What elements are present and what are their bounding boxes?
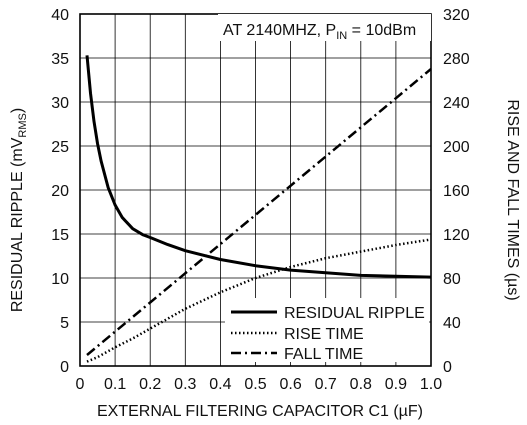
x-tick-label: 0.9 <box>385 376 407 393</box>
annotation: AT 2140MHZ, PIN = 10dBm <box>223 22 416 42</box>
y-right-tick-label: 160 <box>443 183 470 200</box>
grid <box>80 14 431 366</box>
x-tick-label: 0.8 <box>350 376 372 393</box>
y-left-tick-label: 5 <box>60 315 69 332</box>
y-right-tick-labels: 0 40 80 120 160 200 240 280 320 <box>443 7 470 376</box>
x-axis-label: EXTERNAL FILTERING CAPACITOR C1 (µF) <box>97 403 423 420</box>
y-left-tick-label: 30 <box>51 95 69 112</box>
annotation-sub: IN <box>336 30 347 42</box>
y-right-tick-label: 280 <box>443 51 470 68</box>
x-tick-label: 0.6 <box>279 376 301 393</box>
y-right-axis-label: RISE AND FALL TIMES (µs) <box>504 99 521 300</box>
annotation-tail: = 10dBm <box>347 22 416 39</box>
y-right-tick-label: 80 <box>443 271 461 288</box>
y-left-tick-label: 20 <box>51 183 69 200</box>
y-left-axis-label: RESIDUAL RIPPLE (mVRMS) <box>9 108 29 312</box>
y-right-tick-label: 120 <box>443 227 470 244</box>
y-left-tick-label: 25 <box>51 139 69 156</box>
y-right-tick-label: 40 <box>443 315 461 332</box>
y-left-axis-label-end: ) <box>9 108 26 113</box>
legend-label-residual-ripple: RESIDUAL RIPPLE <box>284 305 425 322</box>
y-left-tick-label: 0 <box>60 359 69 376</box>
x-tick-label: 0.1 <box>104 376 126 393</box>
x-tick-label: 0.7 <box>315 376 337 393</box>
y-left-tick-label: 10 <box>51 271 69 288</box>
x-tick-label: 1.0 <box>420 376 442 393</box>
y-left-tick-label: 35 <box>51 51 69 68</box>
y-left-axis-label-sub: RMS <box>17 113 29 137</box>
y-right-tick-label: 0 <box>443 359 452 376</box>
x-tick-labels: 0 0.1 0.2 0.3 0.4 0.5 0.6 0.7 0.8 0.9 1.0 <box>76 376 443 393</box>
series-line-fall-time <box>86 68 432 356</box>
x-tick-label: 0.5 <box>244 376 266 393</box>
x-tick-label: 0.2 <box>139 376 161 393</box>
x-tick-label: 0.4 <box>209 376 231 393</box>
legend-box <box>225 298 429 362</box>
annotation-main: AT 2140MHZ, P <box>223 22 336 39</box>
y-right-tick-label: 200 <box>443 139 470 156</box>
legend-label-fall-time: FALL TIME <box>284 346 363 363</box>
x-tick-label: 0 <box>76 376 85 393</box>
annotation-box <box>218 14 431 41</box>
x-tick-label: 0.3 <box>174 376 196 393</box>
y-left-tick-label: 40 <box>51 7 69 24</box>
y-right-tick-label: 320 <box>443 7 470 24</box>
y-left-axis-label-main: RESIDUAL RIPPLE (mV <box>9 137 26 312</box>
series-line-residual-ripple <box>85 55 432 279</box>
y-left-tick-labels: 0 5 10 15 20 25 30 35 40 <box>51 7 69 376</box>
legend: RESIDUAL RIPPLE RISE TIME FALL TIME <box>231 305 425 363</box>
series-line-rise-time <box>86 238 432 363</box>
y-left-tick-label: 15 <box>51 227 69 244</box>
y-right-tick-label: 240 <box>443 95 470 112</box>
series-lines <box>85 55 432 363</box>
legend-label-rise-time: RISE TIME <box>284 326 364 343</box>
